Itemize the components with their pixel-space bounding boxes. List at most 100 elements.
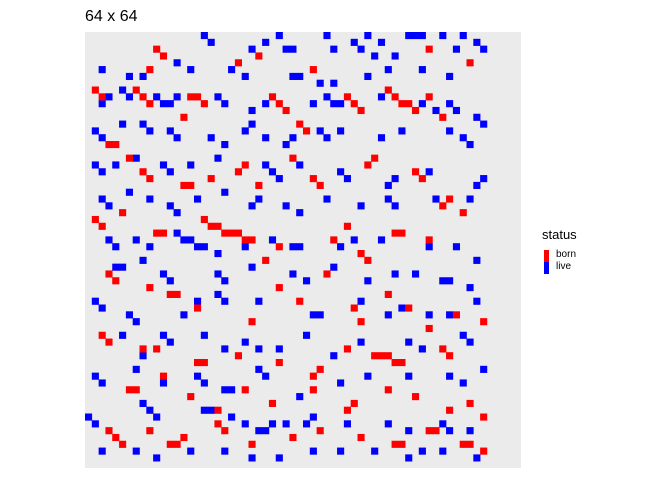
cell-live — [466, 141, 474, 149]
cell-live — [146, 127, 154, 135]
cell-born — [357, 250, 365, 258]
cell-born — [91, 86, 99, 94]
cell-live — [132, 236, 140, 244]
cell-live — [248, 120, 256, 128]
cell-born — [357, 106, 365, 115]
cell-live — [125, 311, 133, 319]
cell-live — [262, 38, 270, 46]
cell-live — [221, 100, 229, 108]
cell-born — [234, 229, 242, 237]
cell-live — [275, 345, 283, 353]
cell-live — [466, 195, 474, 203]
cell-born — [391, 440, 399, 448]
cell-live — [398, 304, 406, 312]
cell-born — [221, 427, 229, 435]
cell-live — [194, 195, 202, 203]
cell-live — [159, 379, 168, 387]
cell-live — [480, 365, 488, 373]
cell-born — [173, 440, 181, 448]
cell-born — [425, 236, 433, 244]
cell-live — [153, 454, 161, 462]
cell-born — [268, 399, 277, 407]
cell-live — [112, 263, 120, 271]
cell-born — [316, 427, 324, 435]
cell-born — [166, 290, 174, 298]
cell-born — [146, 427, 154, 435]
cell-born — [159, 52, 168, 60]
cell-live — [132, 365, 140, 373]
cell-live — [214, 270, 222, 278]
cell-live — [262, 372, 270, 380]
cell-live — [119, 263, 127, 271]
cell-live — [248, 106, 256, 115]
cell-born — [112, 277, 120, 285]
cell-live — [214, 290, 222, 298]
cell-born — [200, 359, 208, 367]
cell-live — [296, 72, 304, 80]
cell-live — [119, 331, 127, 339]
cell-live — [262, 100, 270, 108]
cell-born — [343, 406, 351, 414]
cell-live — [480, 175, 488, 183]
cell-live — [98, 195, 106, 203]
cell-born — [412, 106, 420, 115]
cell-live — [132, 154, 140, 162]
cell-born — [350, 304, 358, 312]
cell-live — [91, 420, 99, 428]
cell-born — [384, 386, 392, 394]
cell-live — [282, 141, 290, 149]
cell-live — [146, 406, 154, 414]
cell-live — [200, 243, 208, 251]
cell-live — [132, 447, 140, 455]
cell-born — [275, 284, 283, 292]
cell-born — [391, 229, 399, 237]
cell-born — [180, 433, 188, 442]
cell-live — [418, 345, 426, 353]
cell-born — [241, 161, 249, 169]
cell-live — [473, 454, 481, 462]
cell-live — [159, 100, 168, 108]
cell-born — [187, 181, 195, 189]
cell-born — [391, 93, 399, 101]
cell-live — [391, 175, 399, 183]
cell-live — [418, 66, 426, 74]
cell-born — [187, 393, 195, 401]
cell-live — [248, 263, 256, 271]
cell-live — [275, 175, 283, 183]
cell-born — [446, 195, 454, 203]
cell-born — [159, 229, 168, 237]
cell-live — [268, 420, 277, 428]
cell-live — [459, 379, 467, 387]
cell-live — [228, 413, 236, 421]
cell-born — [296, 297, 304, 305]
cell-born — [357, 318, 365, 326]
cell-live — [337, 243, 345, 251]
cell-born — [398, 229, 406, 237]
cell-born — [125, 154, 133, 162]
cell-born — [139, 93, 147, 101]
cell-live — [282, 45, 290, 53]
cell-live — [98, 168, 106, 176]
cell-live — [173, 93, 181, 101]
cell-live — [357, 338, 365, 346]
cell-born — [418, 175, 426, 183]
cell-live — [91, 372, 99, 380]
cell-live — [289, 72, 297, 80]
cell-live — [405, 32, 413, 40]
cell-live — [159, 161, 168, 169]
cell-live — [289, 243, 297, 251]
cell-born — [459, 440, 467, 448]
cell-live — [153, 93, 161, 101]
cell-live — [439, 447, 447, 455]
cell-live — [166, 202, 174, 210]
cell-born — [384, 290, 392, 298]
cell-live — [412, 270, 420, 278]
cell-live — [200, 406, 208, 414]
cell-live — [91, 161, 99, 169]
cell-born — [146, 100, 154, 108]
cell-live — [289, 270, 297, 278]
cell-born — [228, 229, 236, 237]
cell-born — [316, 181, 324, 189]
cell-live — [139, 399, 147, 407]
cell-live — [398, 127, 406, 135]
